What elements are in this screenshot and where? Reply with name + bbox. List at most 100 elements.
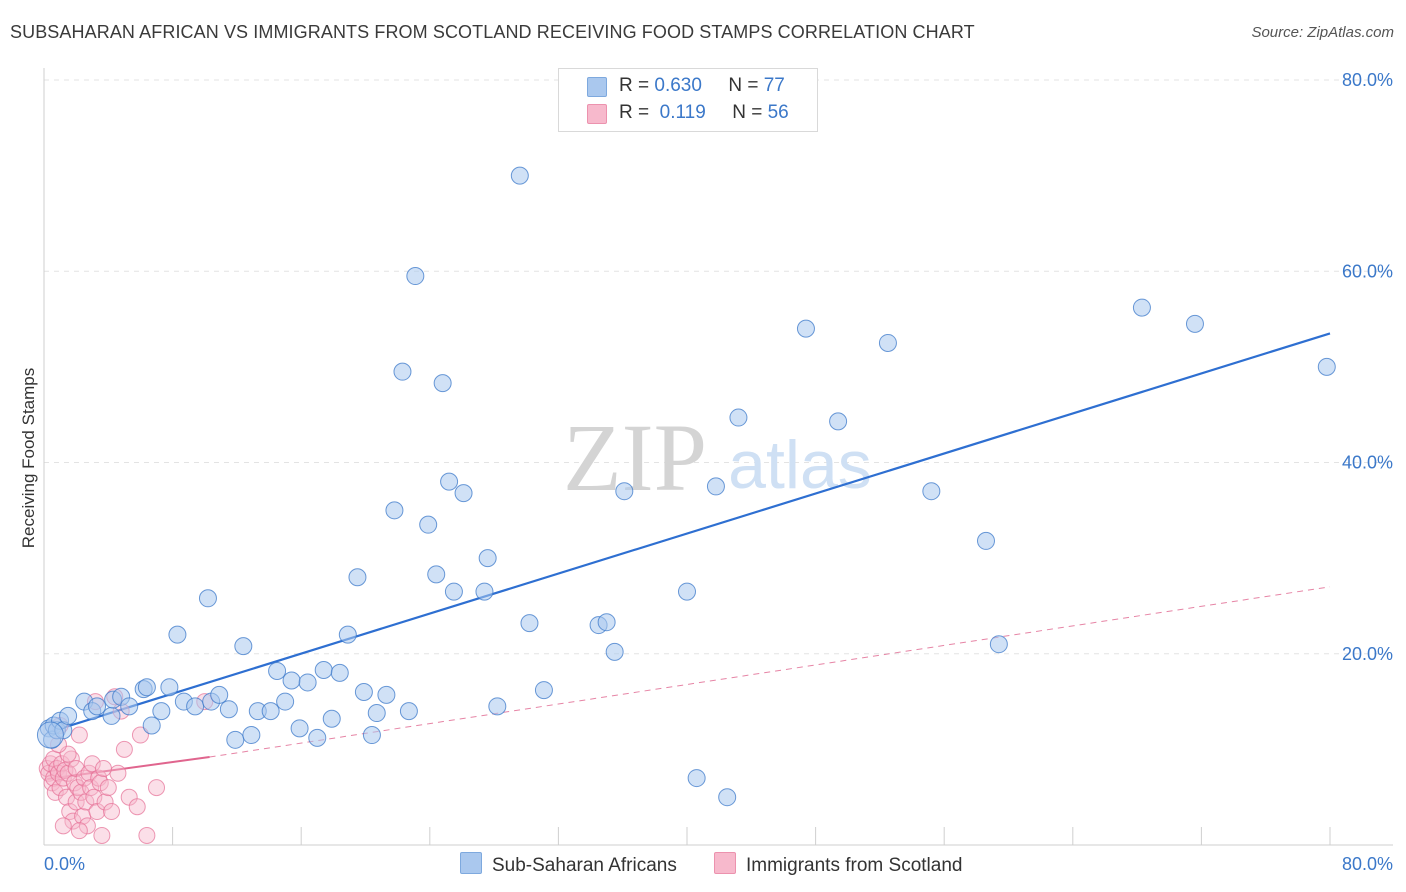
scatter-point-scotland bbox=[148, 779, 166, 797]
watermark-zip: ZIP bbox=[563, 404, 707, 511]
scatter-point-sub-saharan bbox=[137, 678, 156, 697]
data-points bbox=[36, 166, 1336, 844]
scatter-point-scotland bbox=[85, 788, 103, 806]
scatter-point-sub-saharan bbox=[226, 730, 245, 749]
scatter-point-sub-saharan bbox=[534, 681, 553, 700]
scatter-point-sub-saharan bbox=[314, 661, 333, 680]
x-tick-label: 0.0% bbox=[44, 854, 85, 874]
legend-r-value-blue: 0.630 bbox=[654, 75, 702, 96]
scatter-point-sub-saharan bbox=[605, 642, 624, 661]
bottom-legend-scotland: Immigrants from Scotland bbox=[714, 852, 962, 877]
scatter-point-sub-saharan bbox=[1185, 314, 1204, 333]
scatter-point-sub-saharan bbox=[322, 709, 341, 728]
scatter-point-sub-saharan bbox=[186, 697, 205, 716]
legend-swatch-pink bbox=[587, 104, 607, 124]
scatter-point-sub-saharan bbox=[152, 702, 171, 721]
scatter-point-sub-saharan bbox=[261, 702, 280, 721]
scatter-point-sub-saharan bbox=[796, 319, 815, 338]
y-tick-label: 60.0% bbox=[1342, 261, 1393, 281]
scatter-point-sub-saharan bbox=[444, 582, 463, 601]
scatter-point-scotland bbox=[67, 793, 85, 811]
legend-text-blue: R = 0.630 N = 77 bbox=[619, 75, 785, 96]
scatter-point-sub-saharan bbox=[729, 408, 748, 427]
y-tick-label: 20.0% bbox=[1342, 644, 1393, 664]
scatter-point-sub-saharan bbox=[520, 614, 539, 633]
chart-title: SUBSAHARAN AFRICAN VS IMMIGRANTS FROM SC… bbox=[10, 22, 975, 42]
watermark: ZIP atlas bbox=[563, 404, 872, 511]
scatter-point-scotland bbox=[96, 793, 114, 811]
legend-text-pink: R = 0.119 N = 56 bbox=[619, 102, 789, 123]
scatter-point-sub-saharan bbox=[687, 769, 706, 788]
scatter-point-sub-saharan bbox=[1317, 357, 1336, 376]
scatter-point-sub-saharan bbox=[362, 726, 381, 745]
scatter-point-scotland bbox=[46, 783, 64, 801]
scatter-point-sub-saharan bbox=[989, 635, 1008, 654]
scatter-point-sub-saharan bbox=[59, 706, 78, 725]
bottom-legend-swatch-pink bbox=[714, 852, 736, 874]
scatter-point-sub-saharan bbox=[219, 700, 238, 719]
scatter-point-sub-saharan bbox=[298, 673, 317, 692]
scatter-point-scotland bbox=[78, 817, 96, 835]
scatter-point-scotland bbox=[75, 769, 93, 787]
scatter-point-sub-saharan bbox=[142, 716, 161, 735]
scatter-point-scotland bbox=[99, 779, 117, 797]
trend-line-sub-saharan bbox=[48, 332, 1331, 734]
scatter-point-sub-saharan bbox=[829, 412, 848, 431]
scatter-point-sub-saharan bbox=[510, 166, 529, 185]
trend-line-scotland-solid bbox=[47, 756, 210, 781]
scatter-point-sub-saharan bbox=[102, 706, 121, 725]
scatter-point-sub-saharan bbox=[878, 333, 897, 352]
scatter-point-sub-saharan bbox=[88, 697, 107, 716]
legend-swatch-blue bbox=[587, 77, 607, 97]
legend-r-value-pink: 0.119 bbox=[654, 102, 706, 123]
scatter-point-sub-saharan bbox=[597, 613, 616, 632]
scatter-point-sub-saharan bbox=[348, 568, 367, 587]
scatter-point-sub-saharan-cluster bbox=[36, 721, 64, 749]
gridlines bbox=[44, 79, 1393, 655]
scatter-point-scotland bbox=[59, 764, 77, 782]
scatter-point-scotland bbox=[72, 783, 90, 801]
scatter-point-sub-saharan bbox=[678, 582, 696, 601]
tick-labels: 20.0% 40.0% 60.0% 80.0% 0.0% 80.0% bbox=[44, 70, 1393, 874]
scatter-point-scotland bbox=[91, 774, 109, 792]
scatter-point-scotland bbox=[138, 826, 156, 844]
scatter-point-sub-saharan bbox=[433, 374, 452, 393]
scatter-point-scotland bbox=[61, 803, 79, 821]
scatter-point-scotland bbox=[62, 750, 80, 768]
scatter-point-sub-saharan bbox=[718, 788, 737, 807]
y-axis-label: Receiving Food Stamps bbox=[19, 368, 38, 548]
legend-n-value-blue: 77 bbox=[763, 75, 785, 96]
scatter-point-scotland bbox=[54, 817, 72, 835]
scatter-point-sub-saharan bbox=[210, 685, 229, 704]
scatter-point-scotland bbox=[94, 760, 112, 777]
y-tick-label: 80.0% bbox=[1342, 70, 1393, 90]
scatter-point-scotland bbox=[83, 755, 101, 773]
scatter-point-sub-saharan bbox=[367, 704, 386, 723]
scatter-point-scotland bbox=[115, 740, 133, 758]
scatter-point-scotland bbox=[69, 779, 87, 797]
scatter-point-scotland bbox=[103, 803, 121, 821]
scatter-point-sub-saharan bbox=[454, 484, 473, 503]
scatter-point-scotland bbox=[70, 822, 88, 840]
scatter-point-sub-saharan bbox=[282, 671, 301, 690]
axes bbox=[43, 68, 1393, 846]
scatter-point-sub-saharan bbox=[160, 678, 179, 697]
scatter-point-scotland bbox=[128, 798, 146, 816]
scatter-point-sub-saharan bbox=[488, 697, 507, 716]
scatter-point-sub-saharan bbox=[399, 702, 418, 721]
scatter-point-scotland bbox=[93, 826, 111, 844]
bottom-legend-swatch-blue bbox=[460, 852, 482, 874]
scatter-point-sub-saharan bbox=[268, 661, 287, 680]
scatter-point-sub-saharan bbox=[198, 589, 217, 608]
y-tick-label: 40.0% bbox=[1342, 453, 1393, 473]
scatter-point-sub-saharan bbox=[478, 549, 497, 568]
scatter-point-scotland bbox=[66, 774, 84, 792]
scatter-point-sub-saharan bbox=[406, 267, 425, 286]
scatter-point-sub-saharan bbox=[338, 625, 357, 644]
scatter-point-sub-saharan bbox=[976, 531, 995, 550]
scatter-point-sub-saharan bbox=[308, 728, 327, 747]
x-tick-label: 80.0% bbox=[1342, 854, 1393, 874]
scatter-point-scotland bbox=[109, 764, 127, 782]
scatter-point-sub-saharan bbox=[168, 625, 187, 644]
bottom-legend-label-pink: Immigrants from Scotland bbox=[746, 855, 963, 876]
